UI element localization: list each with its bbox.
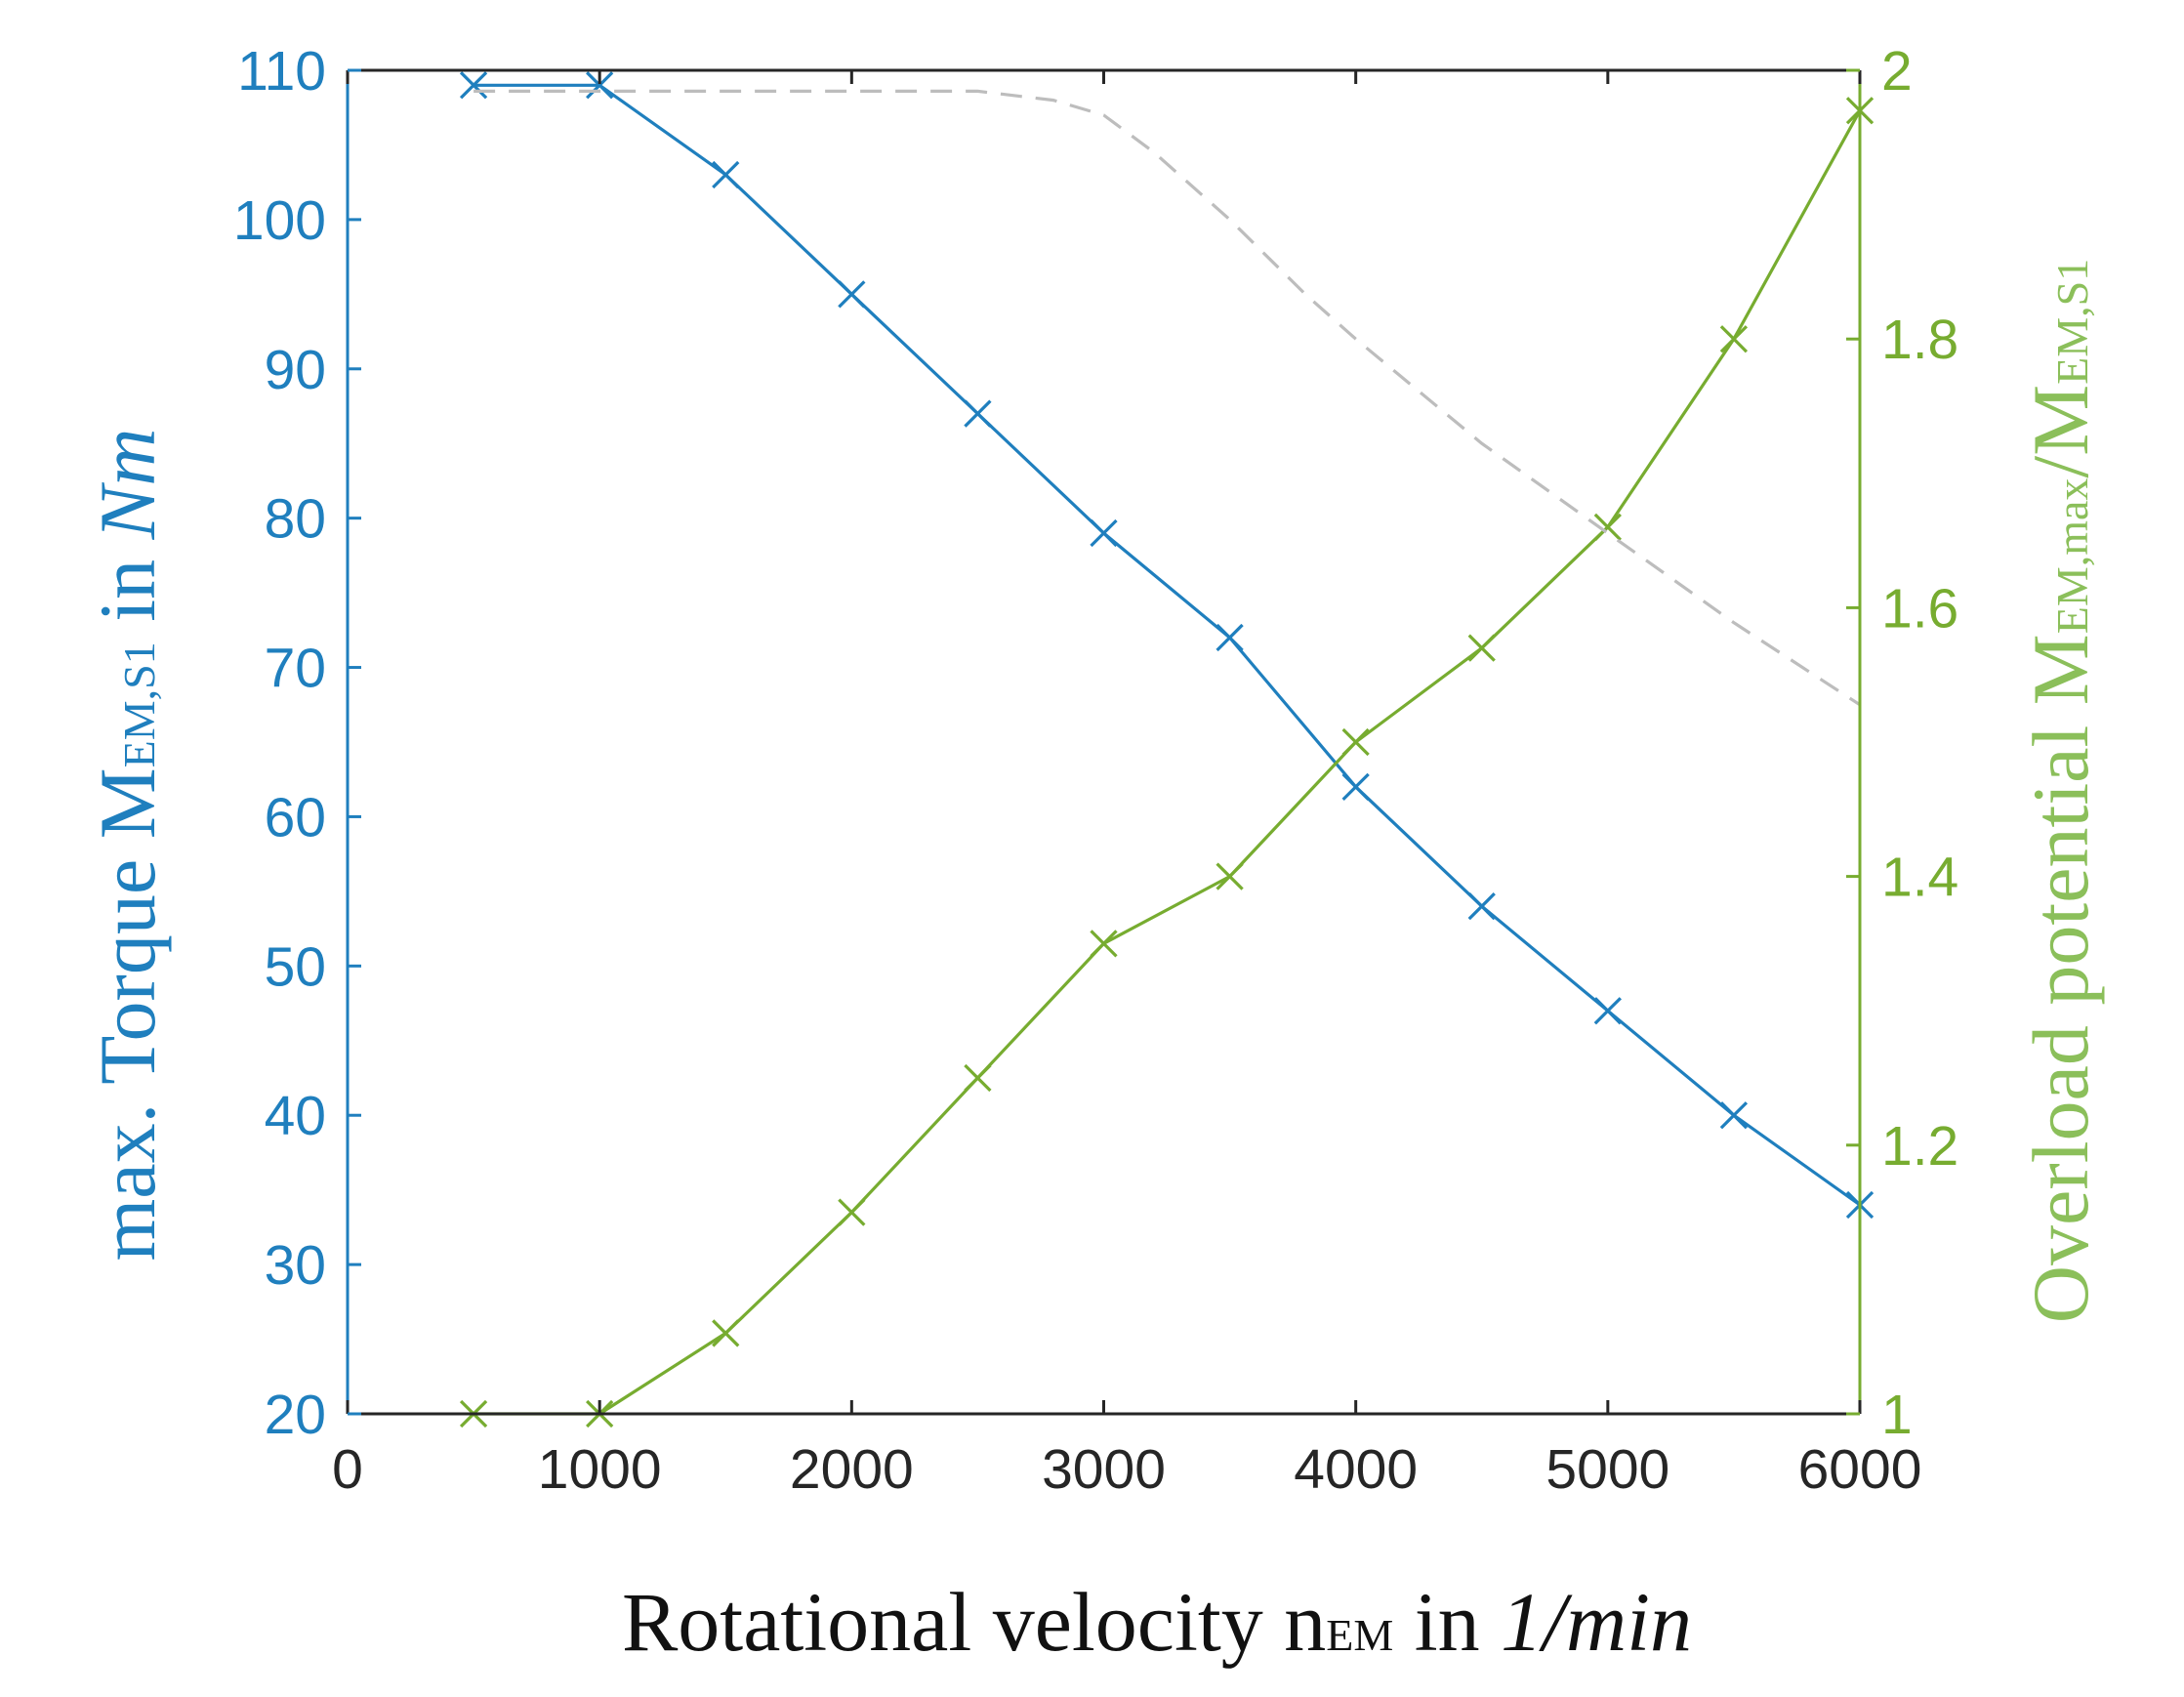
x-tick-label: 4000 [1294,1438,1418,1501]
x-title-subscript: EM [1326,1610,1393,1660]
x-marker-stroke [1341,727,1370,757]
y-right-tick-label: 1.6 [1881,577,1958,640]
torque-point [1341,772,1370,801]
x-tick-label: 0 [332,1438,363,1501]
x-marker-stroke [712,1319,740,1347]
overload-point [1593,513,1622,541]
y-left-title-subscript: EM,S1 [114,642,164,767]
x-marker-stroke [964,1063,992,1093]
y-right-title-slash: /M [2016,385,2105,478]
x-tick-label: 1000 [538,1438,662,1501]
x-tick-label: 5000 [1545,1438,1669,1501]
plot-marks [459,71,1875,1428]
y-left-tick-label: 50 [265,935,326,998]
series-line-overload-potential [474,109,1862,1416]
y-left-tick-label: 110 [237,40,326,103]
overload-point [964,1063,992,1093]
x-title-main: Rotational velocity n [622,1575,1326,1669]
y-left-tick-label: 70 [265,638,326,700]
y-left-title-prefix: max. Torque M [83,767,172,1261]
x-marker-stroke [1593,997,1622,1025]
torque-point [964,399,992,428]
x-tick-label: 3000 [1042,1438,1166,1501]
x-marker-stroke [1090,930,1118,958]
x-tick-label: 2000 [790,1438,914,1501]
x-marker-stroke [964,399,992,428]
y-right-title-prefix: Overload potential M [2016,634,2105,1323]
overload-point [712,1319,740,1347]
y-right-title-subscript-2: EM,S1 [2047,259,2097,385]
torque-point [459,71,488,100]
x-marker-stroke [459,71,488,100]
y-left-tick-label: 90 [265,339,326,401]
x-marker-stroke [1719,325,1749,353]
torque-point [838,280,866,309]
y-right-tick-label: 1.4 [1881,847,1958,909]
torque-point [586,71,614,100]
y-left-tick-label: 100 [233,189,326,252]
overload-point [838,1198,866,1226]
x-marker-stroke [1719,1101,1749,1130]
torque-point [712,160,740,189]
y-left-tick-label: 20 [265,1384,326,1446]
y-left-title-mid: in [83,539,172,642]
x-marker-stroke [1467,634,1496,662]
x-axis-title: Rotational velocity nEM in 1/min [622,1575,1692,1669]
y-right-axis-title: Overload potential MEM,max/MEM,S1 [2016,259,2105,1323]
y-left-axis-title: max. Torque MEM,S1 in Nm [83,429,172,1262]
series-line-max-torque [474,83,1861,1207]
y-left-title-unit: Nm [83,429,172,541]
torque-point [1216,623,1244,652]
overload-point [1216,862,1244,890]
y-right-title-subscript-1: EM,max [2047,478,2097,635]
x-marker-stroke [1593,513,1622,541]
plot-axes: 0 1000 2000 3000 4000 5000 6000 20 30 40 50 60 70 80 9… [233,40,1958,1501]
y-left-tick-label: 40 [265,1085,326,1147]
overload-point [1467,634,1496,662]
x-title-mid: in [1393,1575,1501,1669]
y-left-tick-label: 80 [265,488,326,551]
x-marker-stroke [1216,623,1244,652]
y-right-tick-label: 1.8 [1881,309,1958,371]
y-left-tick-label: 60 [265,786,326,848]
overload-point [1090,930,1118,958]
x-marker-stroke [838,1198,866,1226]
y-right-tick-label: 1 [1881,1384,1913,1446]
x-marker-stroke [712,160,740,189]
x-marker-stroke [1341,772,1370,801]
torque-point [1090,518,1118,548]
x-tick-label: 6000 [1798,1438,1922,1501]
torque-point [1719,1101,1749,1130]
torque-point [1593,997,1622,1025]
overload-point [1341,727,1370,757]
y-right-tick-label: 1.2 [1881,1115,1958,1178]
y-right-tick-label: 2 [1881,40,1913,103]
x-marker-stroke [1467,892,1496,921]
series-line-max-torque-dashed [474,89,1861,707]
x-marker-stroke [586,71,614,100]
overload-point [1719,325,1749,353]
x-title-unit: 1/min [1501,1575,1692,1669]
x-marker-stroke [1090,518,1118,548]
x-marker-stroke [838,280,866,309]
x-marker-stroke [1216,862,1244,890]
y-left-tick-label: 30 [265,1234,326,1297]
torque-point [1467,892,1496,921]
